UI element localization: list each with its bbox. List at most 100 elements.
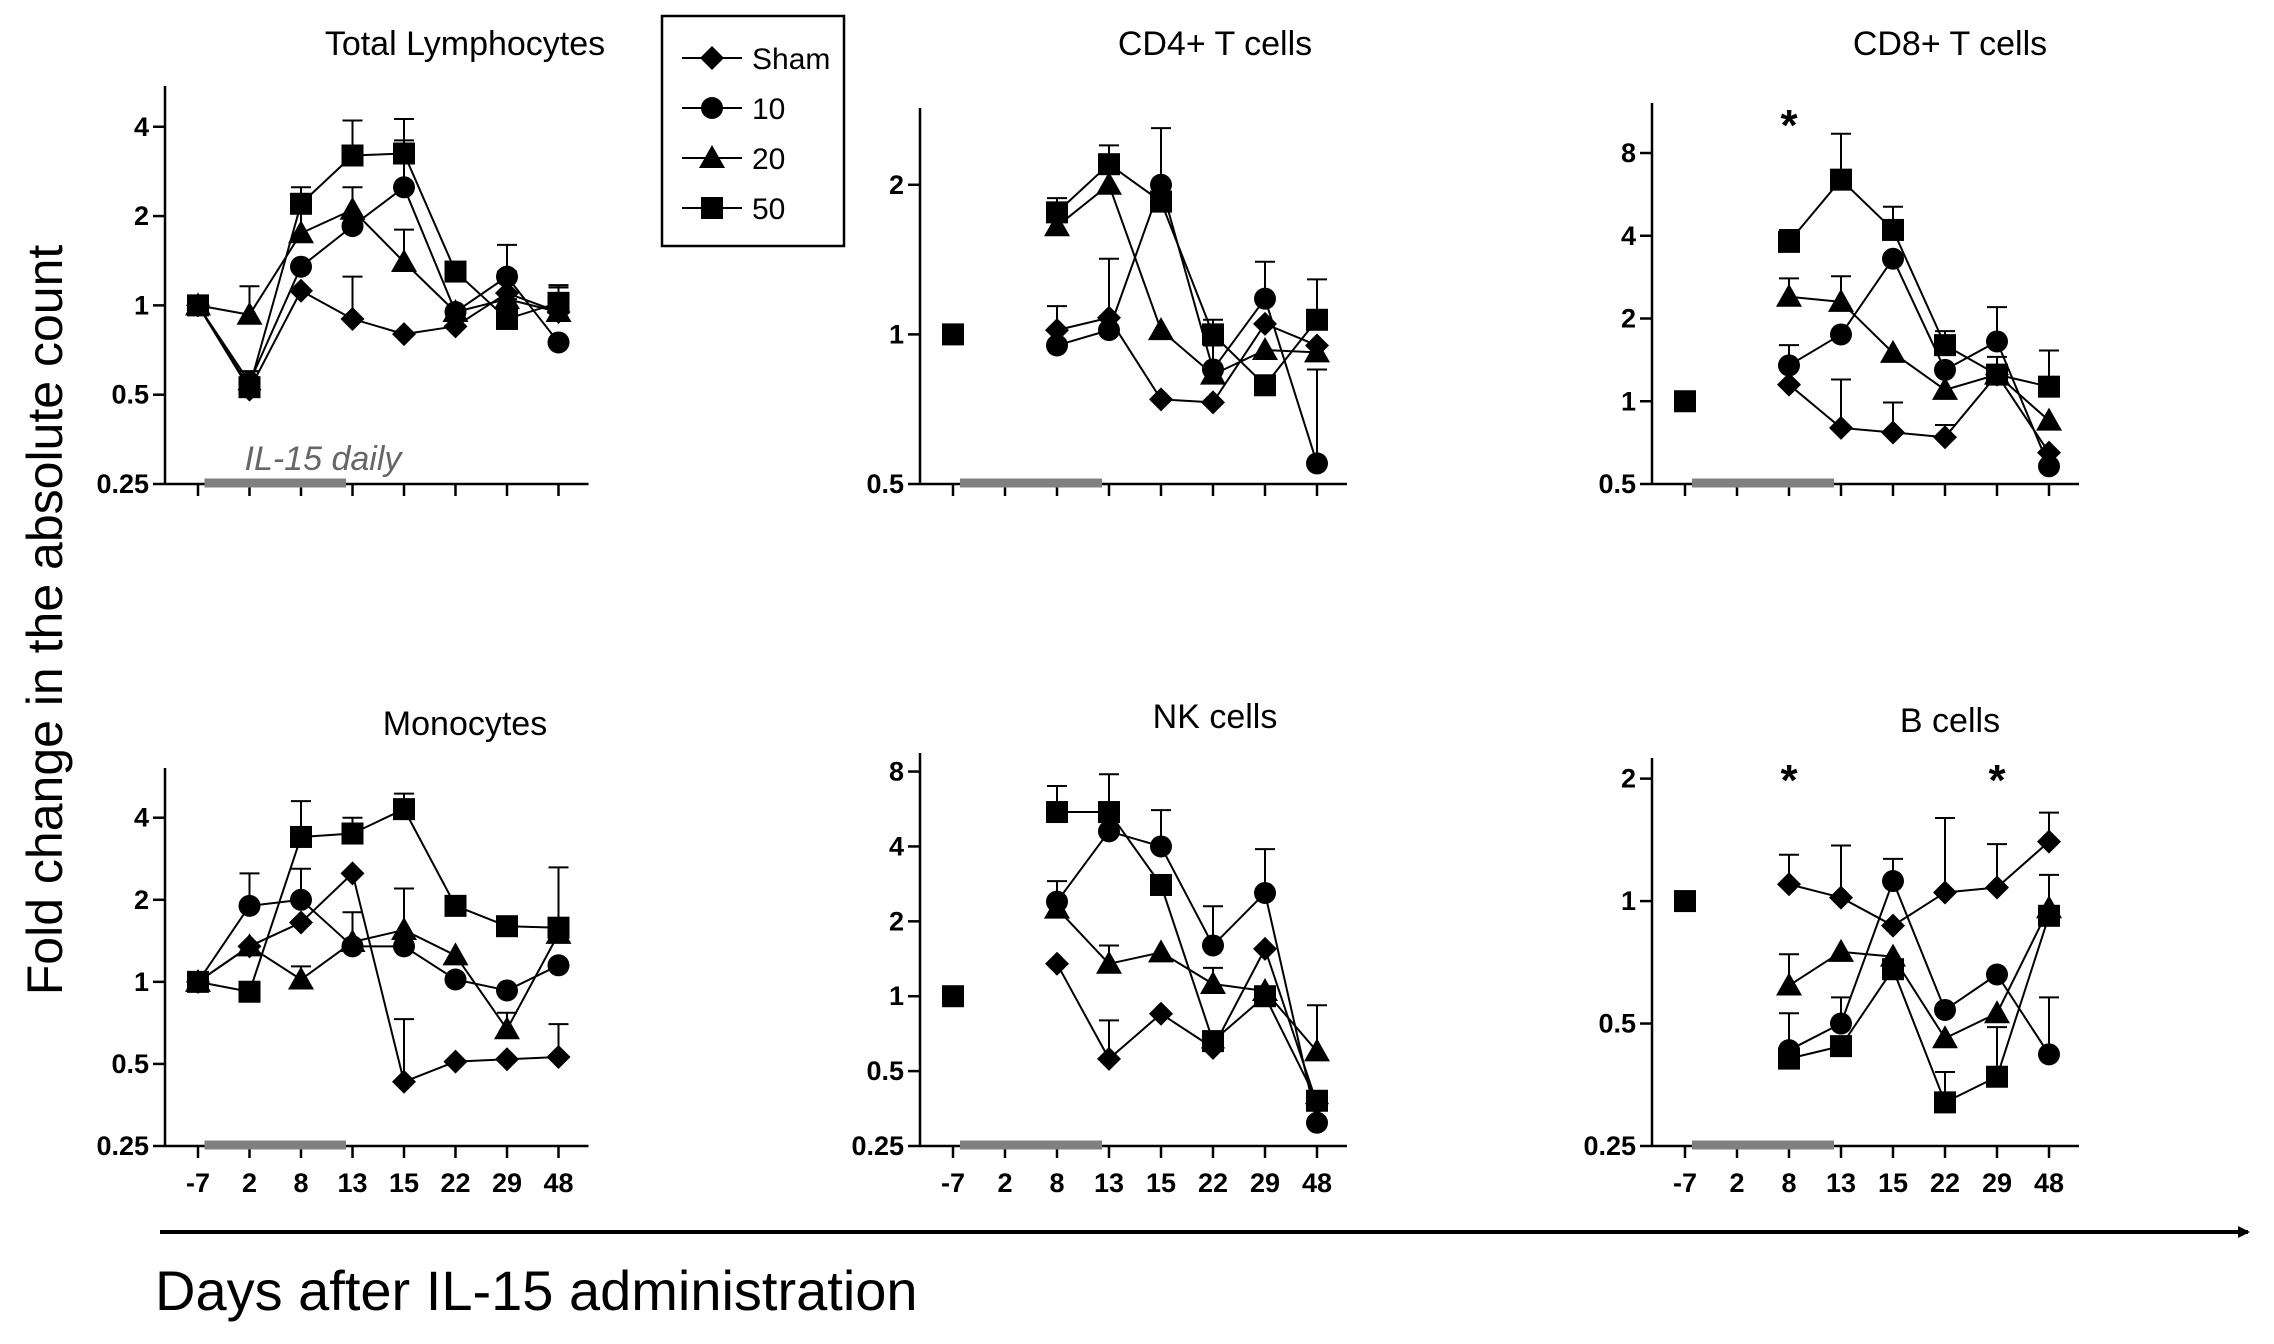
data-point-20 <box>1200 970 1226 994</box>
data-point-50 <box>238 980 261 1003</box>
legend-entry-20: 20 <box>682 143 785 176</box>
series-line-segment <box>197 304 251 388</box>
data-point-10 <box>1254 287 1276 310</box>
data-point-sham <box>1985 875 2009 900</box>
series-sham <box>186 861 571 1094</box>
data-point-sham <box>1881 913 1905 938</box>
data-point-20 <box>1148 317 1174 341</box>
y-tick-label: 8 <box>1621 138 1636 168</box>
series-line-segment <box>1056 830 1110 903</box>
data-point-sham <box>1045 951 1069 976</box>
data-point-50 <box>1098 801 1120 824</box>
series-10 <box>1046 127 1328 475</box>
data-point-50 <box>1046 801 1068 824</box>
data-point-50 <box>1934 334 1956 357</box>
data-point-10 <box>1098 319 1120 342</box>
data-point-10 <box>1882 870 1904 893</box>
series-line-segment <box>1264 298 1318 464</box>
data-point-10 <box>1830 1012 1852 1035</box>
data-point-50 <box>1882 958 1904 981</box>
data-point-20 <box>288 966 314 990</box>
y-tick-label: 0.5 <box>866 1056 904 1086</box>
series-20 <box>1044 895 1330 1062</box>
series-line-segment <box>352 928 405 943</box>
x-tick-label: 13 <box>1094 1168 1124 1198</box>
series-10 <box>1046 809 1328 1134</box>
data-point-10 <box>1306 1111 1328 1134</box>
series-line-segment <box>248 290 302 391</box>
x-tick-label: 13 <box>1826 1168 1856 1198</box>
data-point-50 <box>1202 1030 1224 1053</box>
data-point-sham <box>2037 829 2061 854</box>
data-point-sham <box>1933 425 1957 450</box>
data-point-50 <box>1202 323 1224 346</box>
data-point-50 <box>942 323 964 346</box>
series-20 <box>1776 873 2062 1049</box>
data-point-20 <box>1828 288 1854 312</box>
y-tick-label: 1 <box>1621 886 1636 916</box>
series-50 <box>942 144 1328 397</box>
y-tick-label: 1 <box>134 967 149 997</box>
y-tick-label: 0.5 <box>1598 1009 1636 1039</box>
x-tick-label: 29 <box>1982 1168 2012 1198</box>
data-point-sham <box>392 322 416 347</box>
panel-cd4-t-cells: CD4+ T cells 2 1 0.5 <box>866 25 1347 499</box>
data-point-50 <box>1306 1089 1328 1112</box>
series-line-segment <box>1892 968 1946 1103</box>
legend-marker <box>699 145 725 168</box>
x-tick-label: 48 <box>543 1168 573 1198</box>
series-50 <box>1674 132 2060 413</box>
series-line-segment <box>197 905 251 983</box>
data-point-50 <box>1150 873 1172 896</box>
series-line-segment <box>1056 963 1110 1060</box>
data-point-10 <box>547 954 570 977</box>
data-point-50 <box>1882 218 1904 241</box>
data-point-50 <box>341 144 364 167</box>
x-tick-label: -7 <box>186 1168 210 1198</box>
x-tick-label: 48 <box>1302 1168 1332 1198</box>
series-line-segment <box>1108 811 1162 886</box>
series-line-segment <box>1996 915 2050 1078</box>
series-line-segment <box>1840 258 1894 336</box>
series-line-segment <box>248 232 302 316</box>
y-tick-label: 0.5 <box>1598 469 1636 499</box>
data-point-50 <box>1986 1065 2008 1088</box>
y-tick-label: 2 <box>134 201 149 231</box>
x-tick-label: 22 <box>440 1168 470 1198</box>
series-line-segment <box>1160 845 1214 946</box>
data-point-sham <box>443 1049 468 1074</box>
legend-marker <box>701 97 723 119</box>
y-tick-label: 2 <box>134 885 149 915</box>
series-line-segment <box>248 203 302 388</box>
data-point-20 <box>494 286 520 310</box>
data-point-sham <box>1881 420 1905 445</box>
data-point-sham <box>340 861 365 886</box>
series-line-segment <box>1264 995 1318 1102</box>
data-point-20 <box>1932 1025 1958 1049</box>
x-tick-label: 8 <box>1781 1168 1796 1198</box>
data-point-sham <box>1829 415 1853 440</box>
data-point-20 <box>494 1016 520 1040</box>
y-tick-label: 0.5 <box>111 1049 149 1079</box>
y-tick-label: 0.25 <box>1583 1131 1636 1161</box>
x-tick-label: 22 <box>1198 1168 1228 1198</box>
legend-entry-50: 50 <box>682 193 785 226</box>
data-point-50 <box>1254 374 1276 397</box>
data-point-50 <box>393 798 415 821</box>
series-line-segment <box>249 921 302 948</box>
data-point-10 <box>290 255 312 278</box>
panel-monocytes: Monocytes 4 2 1 0.5 0.25 -7 2 8 13 15 22 29 48 <box>96 705 589 1198</box>
data-point-10 <box>1778 354 1800 377</box>
data-point-10 <box>547 331 570 354</box>
data-point-20 <box>1776 283 1802 307</box>
y-tick-label: 4 <box>889 831 904 861</box>
data-point-20 <box>236 933 263 957</box>
series-line-segment <box>403 808 457 907</box>
data-point-20 <box>288 220 314 244</box>
series-line-segment <box>1996 374 2050 454</box>
data-point-10 <box>1254 881 1276 904</box>
x-tick-label: 15 <box>1146 1168 1176 1198</box>
data-point-50 <box>1098 153 1120 176</box>
data-point-20 <box>1096 950 1122 974</box>
